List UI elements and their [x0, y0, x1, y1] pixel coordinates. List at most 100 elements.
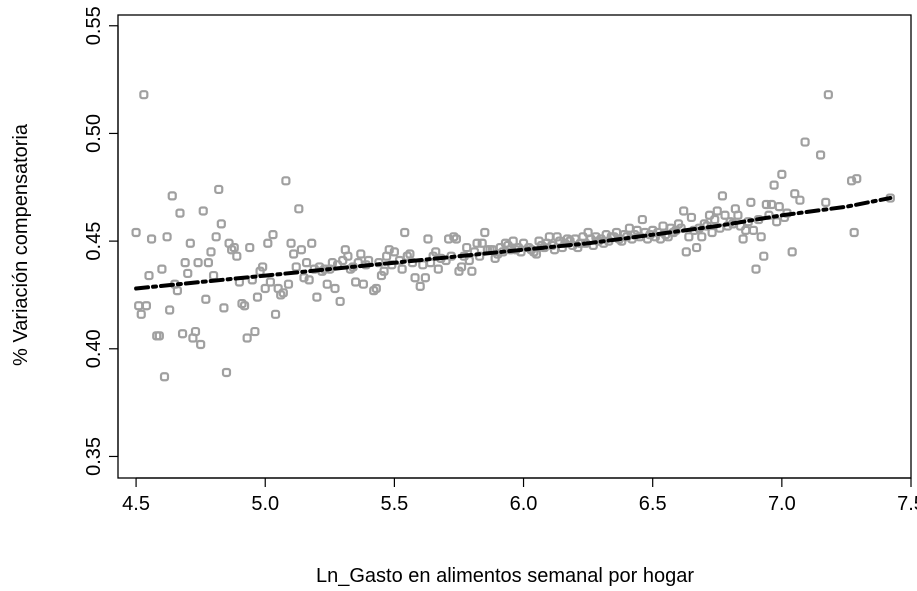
x-tick-label: 6.0 [510, 493, 538, 515]
data-point [823, 90, 833, 100]
data-point [477, 238, 487, 248]
y-axis-title: % Variación compensatoria [10, 123, 32, 366]
data-point [766, 199, 777, 210]
data-point [190, 326, 201, 337]
data-point [508, 236, 518, 246]
data-point [258, 262, 268, 272]
data-point [544, 232, 554, 242]
data-point [787, 247, 797, 257]
data-point [183, 268, 193, 279]
data-point [356, 249, 366, 259]
data-point [772, 217, 782, 227]
data-point [759, 251, 769, 261]
data-point [146, 234, 157, 244]
data-point [746, 197, 756, 207]
data-point [710, 214, 720, 225]
data-point [756, 232, 766, 242]
data-point [245, 242, 255, 253]
y-axis: 0.35 0.40 0.45 0.50 0.55 [83, 6, 119, 476]
x-axis: 4.5 5.0 5.5 6.0 6.5 7.0 7.5 [122, 477, 917, 515]
data-point [410, 273, 420, 283]
data-point [420, 273, 430, 283]
data-point [821, 197, 831, 207]
data-point [795, 195, 805, 205]
data-point [185, 238, 195, 248]
data-point [384, 245, 394, 255]
data-point [136, 309, 146, 319]
data-point [397, 264, 407, 274]
x-tick-label: 4.5 [122, 493, 150, 515]
data-point [260, 283, 270, 294]
data-point [242, 333, 252, 343]
data-point [800, 137, 810, 147]
data-point [451, 234, 461, 244]
data-point [141, 301, 152, 311]
data-point [679, 206, 689, 216]
data-point [418, 260, 428, 270]
x-tick-label: 5.0 [251, 493, 279, 515]
data-point [216, 219, 226, 229]
data-point [268, 230, 278, 240]
data-point [423, 234, 433, 244]
data-point [774, 202, 784, 212]
data-point [358, 279, 368, 289]
x-tick-label: 7.5 [897, 493, 917, 515]
data-point [208, 270, 219, 281]
data-point [330, 283, 340, 294]
data-point [686, 212, 697, 223]
data-point [232, 251, 242, 261]
trend-line [134, 196, 893, 291]
data-point [157, 264, 167, 274]
data-point [159, 372, 170, 382]
data-point [738, 234, 748, 244]
data-point [335, 296, 345, 307]
data-point [327, 258, 337, 268]
data-point [214, 184, 224, 195]
data-point [270, 309, 281, 319]
data-point [761, 199, 771, 210]
data-point [296, 245, 306, 255]
data-point [299, 273, 309, 283]
data-point [637, 214, 647, 225]
data-point [250, 326, 260, 337]
data-point [252, 292, 263, 302]
data-point [464, 255, 474, 266]
data-point [681, 247, 691, 257]
data-point [134, 301, 144, 311]
data-point [692, 242, 702, 253]
data-point [278, 288, 288, 298]
data-point [815, 150, 826, 160]
data-point [852, 174, 862, 184]
data-point [676, 223, 686, 233]
data-point [219, 303, 229, 313]
data-point [131, 227, 141, 238]
data-point [283, 279, 294, 289]
data-point [198, 206, 208, 216]
data-point [351, 277, 361, 287]
y-tick-label: 0.45 [83, 222, 105, 261]
data-point [433, 264, 443, 274]
data-point [720, 210, 730, 220]
x-tick-label: 6.5 [639, 493, 667, 515]
data-point [733, 210, 743, 220]
data-point [712, 206, 722, 216]
data-point [139, 90, 149, 100]
y-tick-label: 0.50 [83, 114, 105, 153]
data-point [239, 301, 250, 311]
data-point [371, 283, 381, 294]
data-point [206, 247, 216, 257]
data-point [263, 238, 273, 248]
data-point [201, 294, 211, 304]
data-point [790, 189, 800, 199]
data-point [769, 180, 779, 190]
data-point [456, 262, 467, 272]
data-point [400, 227, 410, 238]
data-point [343, 251, 353, 261]
y-tick-label: 0.55 [83, 6, 105, 45]
data-points-layer [131, 90, 895, 382]
data-point [165, 305, 175, 315]
data-point [291, 262, 301, 272]
x-tick-label: 5.5 [380, 493, 408, 515]
data-point [294, 204, 304, 214]
